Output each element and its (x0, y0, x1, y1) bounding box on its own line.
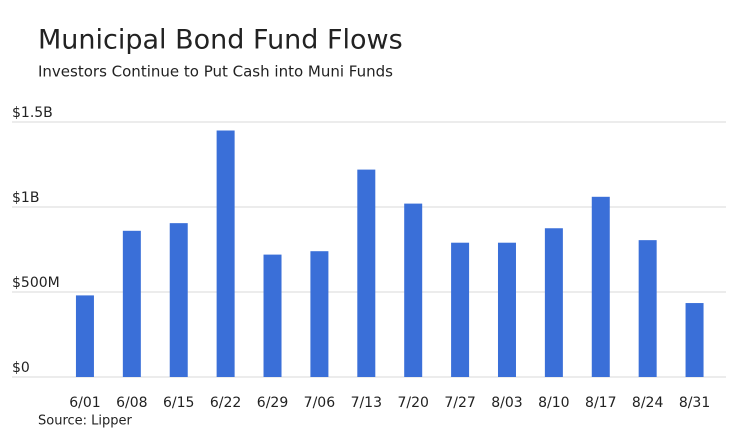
x-tick-label: 6/22 (210, 395, 241, 411)
x-tick-label: 6/08 (116, 395, 147, 411)
bar (591, 196, 610, 377)
bar (75, 295, 94, 377)
x-tick-label: 7/20 (397, 395, 428, 411)
chart-title: Municipal Bond Fund Flows (38, 25, 403, 56)
y-tick-label: $0 (12, 360, 30, 376)
bar (357, 169, 376, 377)
x-tick-label: 8/31 (679, 395, 710, 411)
source-note: Source: Lipper (38, 414, 133, 429)
x-tick-label: 8/24 (632, 395, 664, 411)
x-tick-label: 8/17 (585, 395, 616, 411)
y-tick-label: $1.5B (12, 105, 53, 121)
x-tick-label: 8/03 (491, 395, 522, 411)
bar (263, 254, 282, 377)
x-tick-label: 7/13 (351, 395, 382, 411)
bar (216, 130, 235, 377)
bar (638, 240, 657, 377)
bar (122, 230, 141, 377)
bar (169, 223, 188, 377)
bar (685, 303, 704, 377)
x-tick-label: 8/10 (538, 395, 569, 411)
bar (451, 242, 470, 377)
x-tick-label: 7/27 (444, 395, 475, 411)
x-tick-label: 6/15 (163, 395, 194, 411)
x-tick-label: 7/06 (304, 395, 336, 411)
bar (544, 228, 563, 377)
x-tick-label: 6/01 (69, 395, 100, 411)
y-tick-label: $500M (12, 275, 60, 291)
bar (310, 251, 329, 377)
bar (404, 203, 423, 377)
x-tick-label: 6/29 (257, 395, 288, 411)
y-tick-label: $1B (12, 190, 39, 206)
bar (497, 242, 516, 377)
chart-subtitle: Investors Continue to Put Cash into Muni… (38, 63, 393, 81)
